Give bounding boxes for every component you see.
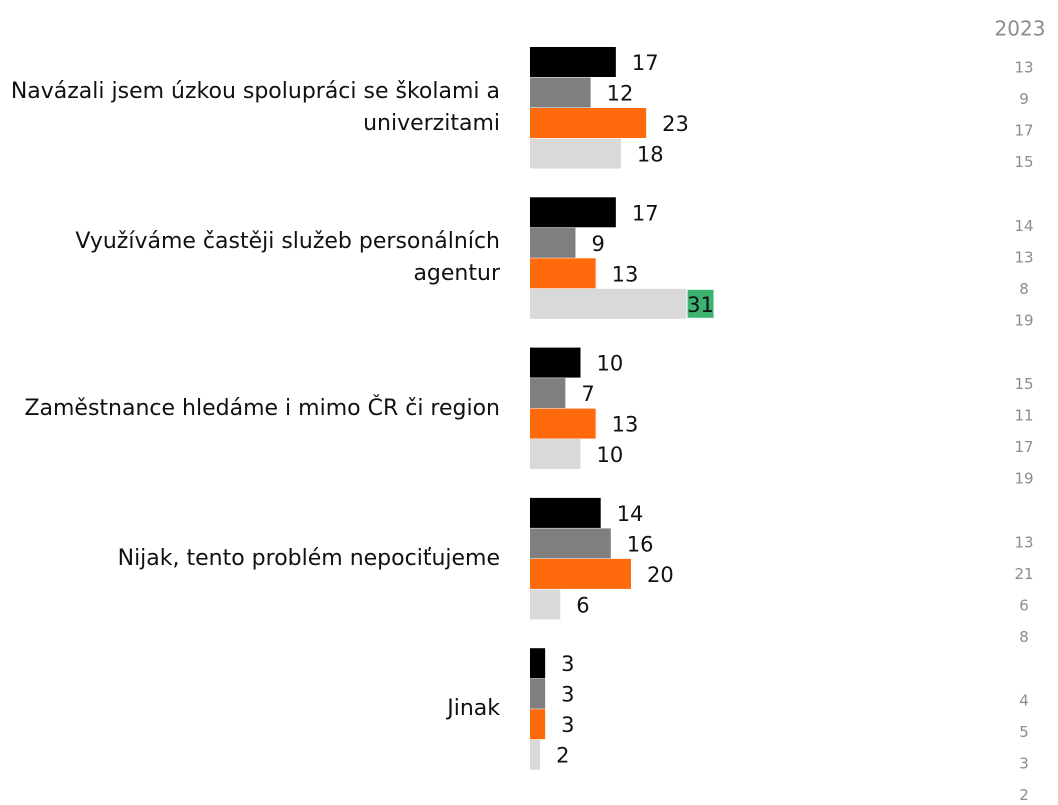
bar [530, 648, 546, 679]
value-label: 12 [607, 82, 634, 106]
highlight-box [687, 289, 714, 318]
previous-value: 13 [1014, 59, 1033, 77]
bar [530, 739, 541, 770]
previous-value: 8 [1019, 628, 1029, 646]
previous-value: 13 [1014, 248, 1033, 266]
previous-value: 8 [1019, 280, 1029, 298]
value-label: 3 [561, 683, 574, 707]
bar [530, 288, 687, 319]
previous-value: 21 [1014, 565, 1033, 583]
bar [530, 378, 566, 409]
bar [530, 138, 621, 169]
bar [530, 197, 616, 228]
bar [530, 77, 591, 108]
value-label: 3 [561, 652, 574, 676]
value-label: 2 [556, 744, 569, 768]
value-label: 9 [591, 232, 604, 256]
bar [530, 258, 596, 289]
previous-value: 15 [1014, 153, 1033, 171]
previous-title: 2023 [995, 17, 1046, 41]
bar [530, 408, 596, 439]
bar [530, 709, 546, 740]
bar [530, 439, 581, 470]
previous-value: 2 [1019, 786, 1029, 804]
bar [530, 678, 546, 709]
value-label: 20 [647, 563, 674, 587]
value-label: 16 [627, 532, 654, 556]
category-label: Navázali jsem úzkou spolupráci se školam… [10, 79, 500, 136]
value-label: 7 [581, 382, 594, 406]
value-label: 13 [612, 262, 639, 286]
previous-value: 6 [1019, 596, 1029, 614]
value-label: 14 [617, 502, 644, 526]
value-label: 10 [597, 443, 624, 467]
bar [530, 227, 576, 258]
previous-value: 9 [1019, 90, 1029, 108]
category-label: Využíváme častěji služeb personálních ag… [75, 229, 500, 287]
value-label: 13 [612, 413, 639, 437]
value-label: 31 [687, 293, 714, 317]
category-label: Zaměstnance hledáme i mimo ČR či region [24, 395, 500, 421]
bar [530, 497, 601, 528]
bar [530, 47, 616, 77]
previous-value: 13 [1014, 533, 1033, 551]
category-label: Jinak [447, 696, 500, 722]
value-label: 10 [597, 352, 624, 376]
category-label: Nijak, tento problém nepociťujeme [117, 545, 500, 571]
bar [530, 347, 581, 378]
value-label: 17 [632, 51, 659, 75]
previous-value: 14 [1014, 217, 1033, 235]
value-label: 18 [637, 143, 664, 167]
bar [530, 589, 561, 620]
previous-value: 19 [1014, 311, 1033, 329]
value-label: 3 [561, 713, 574, 737]
previous-value: 17 [1014, 438, 1033, 456]
previous-value: 5 [1019, 723, 1029, 741]
previous-value: 15 [1014, 375, 1033, 393]
previous-value: 3 [1019, 755, 1029, 773]
bar [530, 558, 631, 589]
bar [530, 528, 611, 559]
value-label: 6 [576, 593, 589, 617]
value-label: 17 [632, 201, 659, 225]
bar [530, 108, 647, 138]
previous-value: 17 [1014, 122, 1033, 140]
previous-value: 4 [1019, 692, 1029, 710]
previous-value: 19 [1014, 470, 1033, 488]
previous-value: 11 [1014, 407, 1033, 425]
value-label: 23 [662, 112, 689, 136]
